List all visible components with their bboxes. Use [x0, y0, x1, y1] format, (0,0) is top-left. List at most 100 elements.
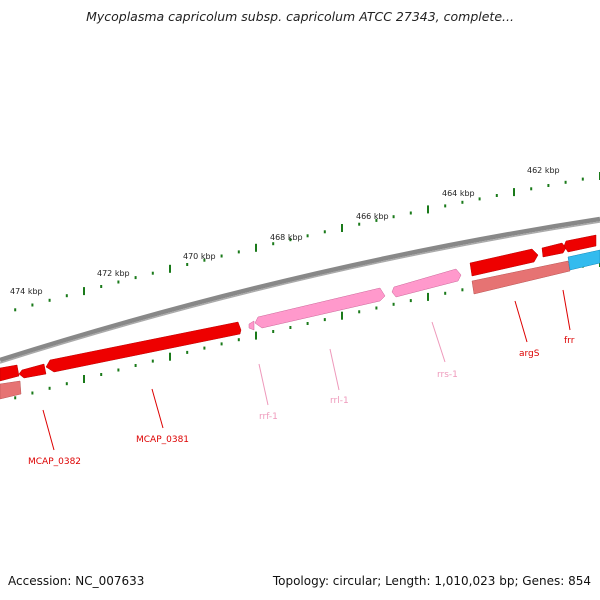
outer-minor-tick — [375, 218, 378, 222]
topology-summary: Topology: circular; Length: 1,010,023 bp… — [272, 574, 591, 588]
inner-minor-tick — [220, 342, 223, 346]
gene-arrow-args[interactable] — [469, 248, 539, 277]
backbone-outer — [0, 216, 600, 363]
gene-arrow-small-1[interactable] — [541, 242, 567, 258]
leader-mcap-0382 — [42, 409, 55, 451]
gene-arrow-small-2[interactable] — [563, 234, 597, 253]
outer-minor-tick — [14, 308, 17, 312]
outer-minor-tick — [547, 184, 550, 187]
genome-backbone — [0, 216, 600, 364]
inner-minor-tick — [392, 302, 395, 306]
outer-minor-tick — [100, 285, 103, 288]
kbp-label-468: 468 kbp — [270, 233, 303, 242]
inner-minor-tick — [65, 382, 68, 386]
gene-bar-args-lower[interactable] — [471, 260, 571, 295]
outer-minor-tick — [564, 180, 567, 184]
inner-minor-tick — [461, 288, 464, 292]
gene-arrow-rrl-1[interactable] — [254, 287, 386, 329]
outer-major-tick — [427, 205, 429, 214]
outer-minor-tick — [530, 187, 533, 191]
outer-minor-tick — [220, 254, 223, 258]
leader-mcap-0381 — [151, 388, 164, 429]
kbp-label-466: 466 kbp — [356, 212, 389, 221]
inner-minor-tick — [134, 364, 137, 367]
inner-minor-tick — [323, 318, 326, 322]
kbp-label-474: 474 kbp — [10, 287, 43, 296]
gene-labels: MCAP_0382 MCAP_0381 rrf-1 rrl-1 rrs-1 ar… — [28, 336, 575, 467]
inner-minor-tick — [31, 391, 34, 395]
outer-minor-tick — [48, 298, 51, 302]
inner-minor-tick — [237, 338, 240, 342]
outer-minor-tick — [323, 230, 326, 234]
gene-arrow-mcap-0381[interactable] — [45, 321, 242, 373]
gene-bar-frr-blue[interactable] — [567, 249, 600, 271]
label-mcap-0382[interactable]: MCAP_0382 — [28, 457, 81, 467]
label-frr[interactable]: frr — [564, 336, 575, 346]
outer-minor-tick — [461, 200, 464, 204]
kbp-labels: 462 kbp 464 kbp 466 kbp 468 kbp 470 kbp … — [10, 166, 560, 296]
outer-minor-tick — [478, 197, 481, 201]
label-args[interactable]: argS — [519, 349, 540, 359]
label-mcap-0381[interactable]: MCAP_0381 — [136, 435, 189, 445]
kbp-label-462: 462 kbp — [527, 166, 560, 175]
leader-args — [514, 300, 528, 343]
inner-minor-tick — [409, 299, 412, 303]
inner-minor-tick — [151, 359, 154, 363]
gene-arrow-rrf-1[interactable] — [248, 320, 255, 331]
outer-major-tick — [169, 264, 171, 273]
outer-minor-tick — [444, 204, 447, 208]
inner-minor-tick — [289, 326, 292, 329]
leader-rrl-1 — [329, 348, 340, 391]
inner-minor-tick — [358, 310, 361, 314]
forward-features — [0, 234, 600, 400]
outer-minor-tick — [409, 211, 412, 215]
inner-major-tick — [83, 375, 85, 383]
inner-minor-tick — [186, 350, 189, 354]
inner-major-tick — [255, 331, 257, 340]
gene-arrow-left-edge[interactable] — [0, 364, 20, 382]
label-rrl-1[interactable]: rrl-1 — [330, 396, 349, 406]
outer-minor-tick — [151, 271, 154, 275]
outer-major-tick — [341, 224, 343, 232]
outer-minor-tick — [392, 215, 395, 219]
outer-minor-tick — [358, 222, 361, 226]
outer-minor-tick — [581, 177, 584, 181]
outer-major-tick — [513, 188, 515, 197]
outer-minor-tick — [186, 263, 189, 266]
backbone-inner — [0, 221, 600, 364]
outer-minor-tick — [203, 258, 206, 262]
gene-bar-left-light[interactable] — [0, 380, 22, 400]
inner-minor-tick — [375, 306, 378, 310]
inner-major-tick — [341, 311, 343, 320]
label-rrf-1[interactable]: rrf-1 — [259, 412, 278, 422]
inner-minor-tick — [272, 330, 275, 333]
outer-major-tick — [255, 243, 257, 252]
outer-minor-tick — [237, 250, 240, 254]
gene-arrow-rrs-1[interactable] — [391, 268, 462, 298]
gene-arrow-mcap-0382[interactable] — [18, 363, 47, 379]
outer-minor-tick — [117, 280, 120, 284]
inner-minor-tick — [203, 346, 206, 350]
outer-minor-tick — [272, 242, 275, 246]
inner-minor-tick — [444, 291, 447, 295]
outer-minor-tick — [289, 238, 292, 242]
outer-minor-tick — [134, 276, 137, 280]
leader-rrf-1 — [258, 363, 269, 406]
kbp-label-472: 472 kbp — [97, 269, 130, 278]
inner-major-tick — [427, 292, 429, 301]
kbp-label-464: 464 kbp — [442, 189, 475, 198]
accession-text: Accession: NC_007633 — [8, 574, 145, 588]
outer-major-tick — [83, 287, 85, 296]
leader-rrs-1 — [431, 321, 446, 363]
outer-tick-track — [14, 172, 600, 312]
label-leaders — [42, 289, 571, 451]
leader-frr — [562, 289, 571, 331]
outer-minor-tick — [495, 194, 498, 197]
inner-minor-tick — [117, 368, 120, 372]
kbp-label-470: 470 kbp — [183, 252, 216, 261]
label-rrs-1[interactable]: rrs-1 — [437, 370, 458, 380]
inner-minor-tick — [306, 322, 309, 325]
inner-major-tick — [169, 352, 171, 361]
inner-minor-tick — [48, 386, 51, 390]
